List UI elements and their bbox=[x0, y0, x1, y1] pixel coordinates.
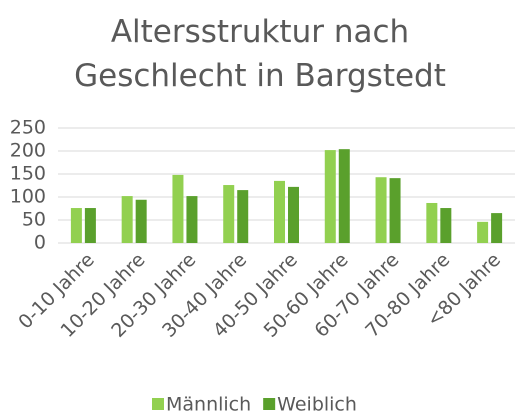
y-tick-label: 150 bbox=[10, 163, 46, 185]
bar bbox=[324, 150, 336, 243]
bar bbox=[186, 196, 198, 243]
bar bbox=[237, 190, 249, 243]
bar bbox=[375, 177, 387, 243]
bar bbox=[477, 221, 489, 243]
legend-swatch bbox=[263, 398, 276, 410]
bar bbox=[288, 186, 299, 243]
bar bbox=[172, 174, 184, 243]
y-tick-label: 0 bbox=[34, 232, 46, 254]
bar bbox=[440, 208, 452, 243]
chart-title: Altersstruktur nach Geschlecht in Bargst… bbox=[74, 14, 446, 94]
bar bbox=[84, 208, 96, 243]
legend-label: Weiblich bbox=[277, 394, 357, 416]
bar bbox=[491, 213, 503, 243]
legend-swatch bbox=[152, 398, 164, 410]
bar bbox=[70, 208, 82, 243]
bar bbox=[223, 185, 235, 243]
y-tick-label: 100 bbox=[10, 186, 46, 208]
bar bbox=[135, 199, 147, 243]
y-tick-label: 200 bbox=[10, 140, 46, 162]
y-tick-label: 250 bbox=[10, 117, 46, 139]
bar bbox=[121, 196, 133, 243]
bar bbox=[274, 180, 285, 243]
bar bbox=[338, 149, 350, 243]
legend-label: Männlich bbox=[166, 394, 251, 416]
bar bbox=[389, 178, 401, 243]
bar bbox=[426, 202, 438, 243]
y-tick-label: 50 bbox=[22, 209, 46, 231]
